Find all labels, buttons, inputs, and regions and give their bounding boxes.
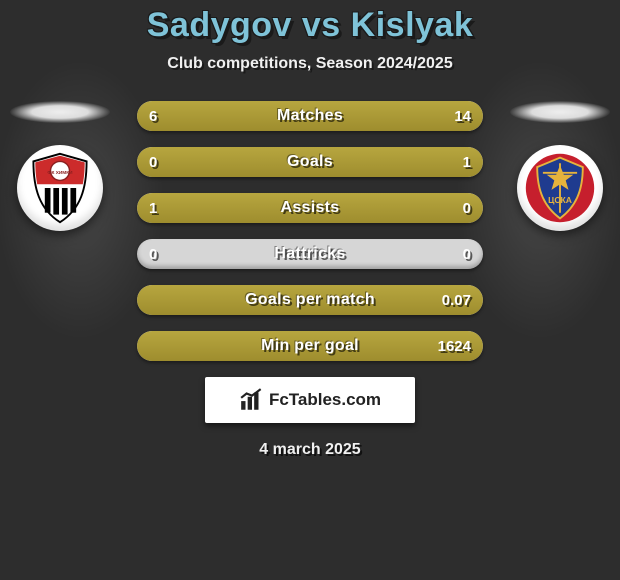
stat-label: Hattricks: [137, 239, 483, 269]
shield-icon: ФК ХИМКИ: [22, 150, 98, 226]
shield-icon: ЦСКА: [522, 150, 598, 226]
brand-box[interactable]: FcTables.com: [205, 377, 415, 423]
stat-row: Goals per match0.07: [137, 285, 483, 315]
avatar-placeholder-right: [510, 101, 610, 123]
stat-row: Matches614: [137, 101, 483, 131]
bar-fill-left: [137, 101, 241, 131]
stat-row: Assists10: [137, 193, 483, 223]
page-title: Sadygov vs Kislyak: [0, 0, 620, 45]
date-text: 4 march 2025: [0, 441, 620, 459]
subtitle: Club competitions, Season 2024/2025: [0, 55, 620, 73]
left-player-col: ФК ХИМКИ: [10, 101, 110, 231]
svg-text:ФК ХИМКИ: ФК ХИМКИ: [47, 170, 73, 176]
left-club-crest: ФК ХИМКИ: [17, 145, 103, 231]
right-club-crest: ЦСКА: [517, 145, 603, 231]
avatar-placeholder-left: [10, 101, 110, 123]
chart-area: ФК ХИМКИ ЦСКА Matches614Go: [0, 101, 620, 361]
bar-fill-right: [137, 331, 483, 361]
bar-fill-right: [137, 147, 483, 177]
bar-fill-right: [241, 101, 483, 131]
right-player-col: ЦСКА: [510, 101, 610, 231]
stat-value-left: 0: [137, 239, 169, 269]
stat-row: Hattricks0 0: [137, 239, 483, 269]
svg-text:ЦСКА: ЦСКА: [548, 195, 572, 205]
stat-row: Goals01: [137, 147, 483, 177]
chart-icon: [239, 387, 265, 413]
brand-text: FcTables.com: [269, 390, 381, 410]
bar-fill-right: [137, 285, 483, 315]
stat-bars: Matches614 Goals01 Assists10 Hattricks0 0 Goa…: [137, 101, 483, 361]
comparison-card: Sadygov vs Kislyak Club competitions, Se…: [0, 0, 620, 580]
bar-fill-left: [137, 193, 483, 223]
stat-row: Min per goal1624: [137, 331, 483, 361]
stat-value-right: 0: [451, 239, 483, 269]
